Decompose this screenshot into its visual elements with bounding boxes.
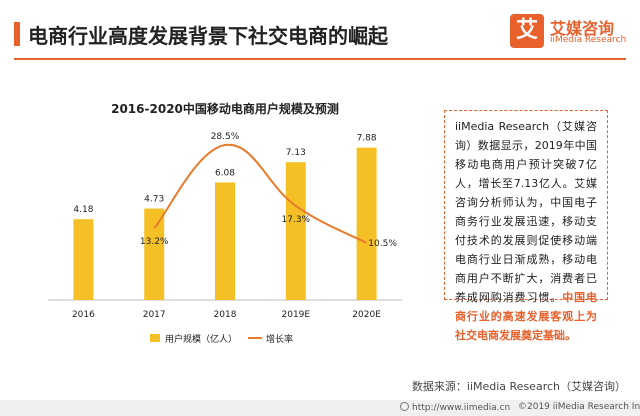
brand-logo: 艾 艾媒咨询 iiMedia Research (510, 14, 634, 50)
footer-url-text[interactable]: http://www.iimedia.cn (412, 403, 511, 413)
header-divider (14, 58, 626, 60)
bar-2017 (144, 208, 165, 300)
footer-url[interactable]: http://www.iimedia.cn (400, 402, 510, 413)
growth-rate-line (153, 144, 368, 244)
page-title: 电商行业高度发展背景下社交电商的崛起 (28, 24, 388, 48)
legend-bar-swatch (150, 334, 160, 342)
legend-line-label: 增长率 (266, 333, 293, 345)
footer-bar: http://www.iimedia.cn ©2019 iiMedia Rese… (0, 400, 640, 416)
legend-bar-label: 用户规模（亿人） (165, 333, 237, 345)
line-value-label-2017: 13.2% (140, 237, 169, 247)
bar-value-label-2020E: 7.88 (357, 134, 377, 144)
chart-title: 2016-2020中国移动电商用户规模及预测 (111, 102, 339, 116)
line-value-label-2018: 28.5% (211, 132, 240, 142)
title-accent-bar (14, 22, 20, 46)
bar-value-label-2018: 6.08 (215, 168, 235, 178)
footer-copyright: ©2019 iiMedia Research Inc (518, 402, 640, 412)
x-tick-label-2016: 2016 (72, 310, 95, 320)
analysis-highlight-text: 中国电商行业的高速发展客观上为社交电商发展奠定基础。 (455, 291, 598, 342)
bar-value-label-2019E: 7.13 (286, 148, 306, 158)
x-tick-label-2019E: 2019E (282, 310, 311, 320)
logo-cn-text: 艾媒咨询 (550, 19, 615, 38)
logo-icon: 艾 (510, 14, 544, 48)
bar-2019E (285, 162, 306, 300)
line-value-label-2020E: 10.5% (368, 239, 397, 249)
x-tick-label-2017: 2017 (143, 310, 166, 320)
data-source: 数据来源：iiMedia Research（艾媒咨询） (411, 380, 626, 393)
globe-icon (400, 402, 409, 411)
logo-en-text: iiMedia Research (550, 35, 627, 45)
bar-value-label-2016: 4.18 (73, 205, 93, 215)
analysis-textbox: iiMedia Research（艾媒咨询）数据显示，2019年中国移动电商用户… (444, 110, 608, 342)
bar-2016 (73, 219, 94, 300)
bar-2018 (215, 182, 235, 300)
x-tick-label-2020E: 2020E (352, 310, 381, 320)
bar-value-label-2017: 4.73 (144, 195, 164, 205)
bar-line-chart: 4.18 2016 4.73 2017 6.08 2018 7.13 2019E 7.88 202… (48, 132, 402, 345)
line-value-label-2019E: 17.3% (282, 215, 311, 225)
bar-2020E (356, 147, 377, 300)
x-tick-label-2018: 2018 (214, 310, 237, 320)
analysis-body-text: iiMedia Research（艾媒咨询）数据显示，2019年中国移动电商用户… (455, 120, 597, 304)
